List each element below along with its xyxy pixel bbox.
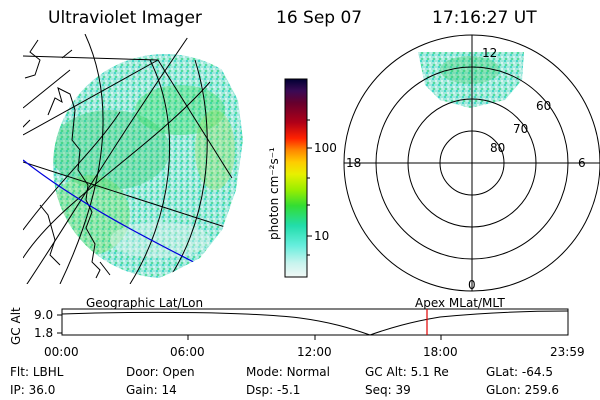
info-gc-alt-label: GC Alt: [365, 365, 407, 379]
auroral-emission-disk [53, 54, 243, 278]
mlt-label-12: 12 [482, 46, 498, 60]
timeline-xtick-1200: 12:00 [297, 345, 332, 359]
timeline-xtick-2359: 23:59 [550, 345, 585, 359]
info-door-label: Door: [126, 365, 159, 379]
info-gain-value: 14 [161, 383, 177, 397]
colorbar-unit-label: photon cm⁻²s⁻¹ [267, 147, 281, 240]
info-mode-label: Mode: [246, 365, 283, 379]
info-mode-value: Normal [286, 365, 330, 379]
polar-emission [418, 52, 524, 108]
timeline-ytick-top: 9.0 [34, 308, 54, 322]
mlat-label-80: 80 [490, 141, 506, 155]
mlt-label-18: 18 [346, 156, 362, 170]
timeline-ytick-bottom: 1.8 [34, 326, 54, 340]
timeline-ticks [57, 314, 442, 340]
info-mode: Mode: Normal [246, 366, 330, 378]
info-gain-label: Gain: [126, 383, 158, 397]
info-glon-value: 259.6 [524, 383, 559, 397]
coastline [23, 39, 111, 279]
info-seq-value: 39 [395, 383, 411, 397]
date-label: 16 Sep 07 [276, 8, 363, 28]
auroral-image-geographic [23, 34, 243, 284]
timeline-xtick-1800: 18:00 [423, 345, 458, 359]
info-flt-value: LBHL [32, 365, 64, 379]
info-flt-label: Flt: [10, 365, 29, 379]
info-glat-label: GLat: [486, 365, 519, 379]
info-glon: GLon: 259.6 [486, 384, 559, 396]
instrument-title: Ultraviolet Imager [48, 8, 202, 28]
info-glon-label: GLon: [486, 383, 521, 397]
info-dsp-value: -5.1 [276, 383, 301, 397]
info-ip: IP: 36.0 [10, 384, 55, 396]
altitude-curve [61, 310, 569, 336]
info-door-value: Open [162, 365, 195, 379]
colorbar-tick-100: 100 [314, 141, 337, 155]
mlt-label-6: 6 [578, 156, 586, 170]
info-flt: Flt: LBHL [10, 366, 63, 378]
info-door: Door: Open [126, 366, 195, 378]
time-label: 17:16:27 UT [432, 8, 537, 28]
timeline-xtick-0600: 06:00 [170, 345, 205, 359]
info-ip-value: 36.0 [28, 383, 56, 397]
colorbar [284, 78, 308, 278]
polar-grid [344, 35, 600, 291]
mlt-label-0: 0 [468, 278, 476, 292]
info-glat: GLat: -64.5 [486, 366, 553, 378]
info-dsp-label: Dsp: [246, 383, 274, 397]
mlat-label-60: 60 [536, 99, 552, 113]
colorbar-tick-10: 10 [314, 229, 330, 243]
polar-plot-mlat-mlt [343, 34, 600, 292]
timeline-right-caption: Apex MLat/MLT [415, 296, 505, 310]
timeline-xtick-0000: 00:00 [44, 345, 79, 359]
info-seq: Seq: 39 [365, 384, 411, 396]
info-gain: Gain: 14 [126, 384, 177, 396]
info-ip-label: IP: [10, 383, 25, 397]
timeline-left-caption: Geographic Lat/Lon [86, 296, 204, 310]
geographic-grid [23, 34, 243, 284]
mlat-label-70: 70 [513, 122, 529, 136]
timeline-ylabel: GC Alt [9, 307, 23, 345]
info-gc-alt-value: 5.1 Re [410, 365, 449, 379]
info-gc-alt: GC Alt: 5.1 Re [365, 366, 449, 378]
info-glat-value: -64.5 [521, 365, 553, 379]
info-seq-label: Seq: [365, 383, 392, 397]
altitude-timeline [57, 308, 569, 340]
info-dsp: Dsp: -5.1 [246, 384, 300, 396]
colorbar-ticks [307, 119, 312, 256]
